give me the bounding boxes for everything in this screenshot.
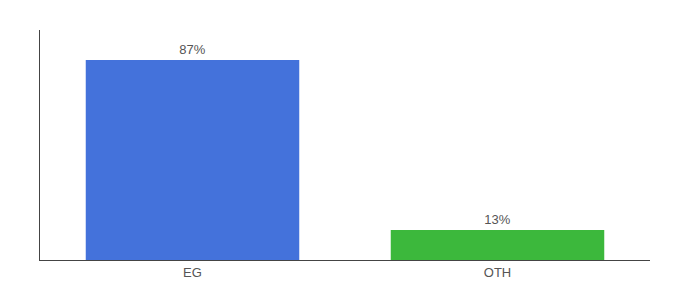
- svg-text:OTH: OTH: [484, 265, 511, 280]
- svg-text:87%: 87%: [179, 42, 205, 57]
- svg-text:EG: EG: [183, 265, 202, 280]
- svg-text:13%: 13%: [484, 212, 510, 227]
